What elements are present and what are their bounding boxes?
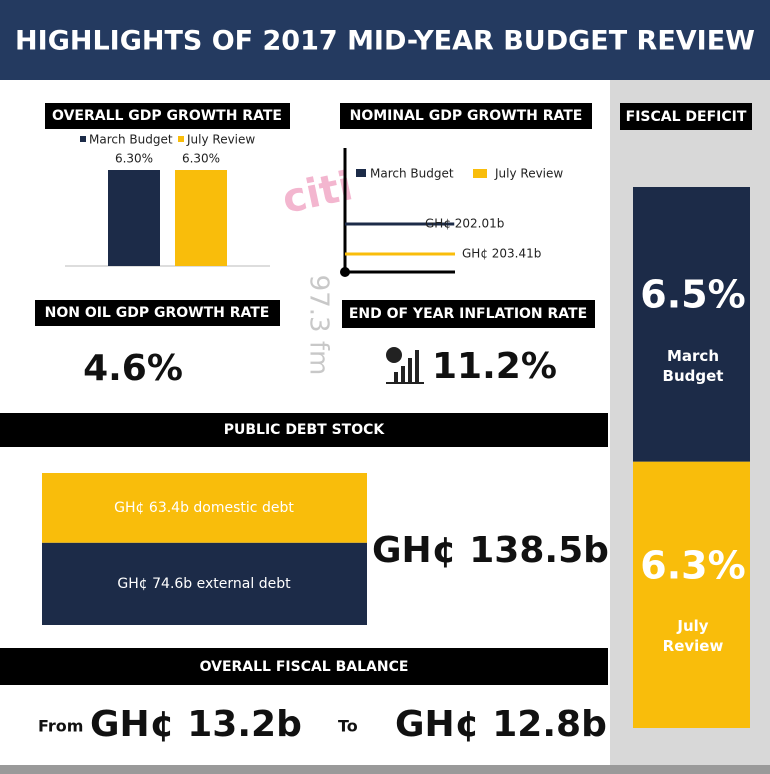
value-label: 6.30% <box>182 152 220 166</box>
chart-title: OVERALL GDP GROWTH RATE <box>52 108 282 124</box>
axis-origin <box>340 267 350 277</box>
bar <box>175 170 227 266</box>
value-label: GH¢ 203.41b <box>462 247 541 261</box>
legend-label: July Review <box>494 167 563 181</box>
from-value: GH¢ 13.2b <box>90 704 302 745</box>
from-label: From <box>38 717 83 736</box>
segment-name-text: July Review <box>662 617 724 656</box>
header-band <box>0 0 770 80</box>
segment-name-text: March Budget <box>662 347 724 386</box>
title-box <box>340 103 592 129</box>
watermark-frequency: 97.3 fm <box>304 275 334 376</box>
segment-label: GH¢ 74.6b external debt <box>117 576 291 592</box>
section-title: PUBLIC DEBT STOCK <box>224 422 386 438</box>
title-box <box>45 103 290 129</box>
value-label: 6.30% <box>115 152 153 166</box>
value-label: GH¢ 202.01b <box>425 217 504 231</box>
growth-icon <box>386 347 424 384</box>
segment-name: July Review <box>662 617 724 656</box>
legend-label: March Budget <box>370 167 454 181</box>
value-label: 6.5% <box>640 272 745 316</box>
header-title: HIGHLIGHTS OF 2017 MID-YEAR BUDGET REVIE… <box>15 26 755 57</box>
column-segment <box>633 187 750 462</box>
total-value: GH¢ 138.5b <box>372 530 609 571</box>
block-segment <box>42 542 367 625</box>
title-box <box>342 300 595 328</box>
legend-label: July Review <box>186 133 255 147</box>
title-box <box>0 413 608 447</box>
legend-label: March Budget <box>89 133 173 147</box>
legend-swatch <box>356 169 366 177</box>
segment-name: March Budget <box>662 347 724 386</box>
segment-label: GH¢ 63.4b domestic debt <box>114 500 294 516</box>
bottom-strip <box>0 765 770 774</box>
chart-title: FISCAL DEFICIT <box>626 109 747 125</box>
block-segment <box>42 473 367 543</box>
legend-swatch <box>178 136 184 142</box>
to-label: To <box>338 717 358 736</box>
section-title: END OF YEAR INFLATION RATE <box>349 306 587 322</box>
section-title: OVERALL FISCAL BALANCE <box>200 659 409 675</box>
legend-swatch <box>80 136 86 142</box>
stat-value: 11.2% <box>432 346 557 387</box>
section-title: NON OIL GDP GROWTH RATE <box>45 305 270 321</box>
title-box <box>620 103 752 130</box>
chart-title: NOMINAL GDP GROWTH RATE <box>350 108 583 124</box>
legend-swatch <box>473 169 487 178</box>
title-box <box>35 300 280 326</box>
column-segment <box>633 461 750 728</box>
value-label: 6.3% <box>640 544 745 588</box>
to-value: GH¢ 12.8b <box>395 704 607 745</box>
title-box <box>0 648 608 685</box>
stat-value: 4.6% <box>83 348 183 389</box>
bar <box>108 170 160 266</box>
